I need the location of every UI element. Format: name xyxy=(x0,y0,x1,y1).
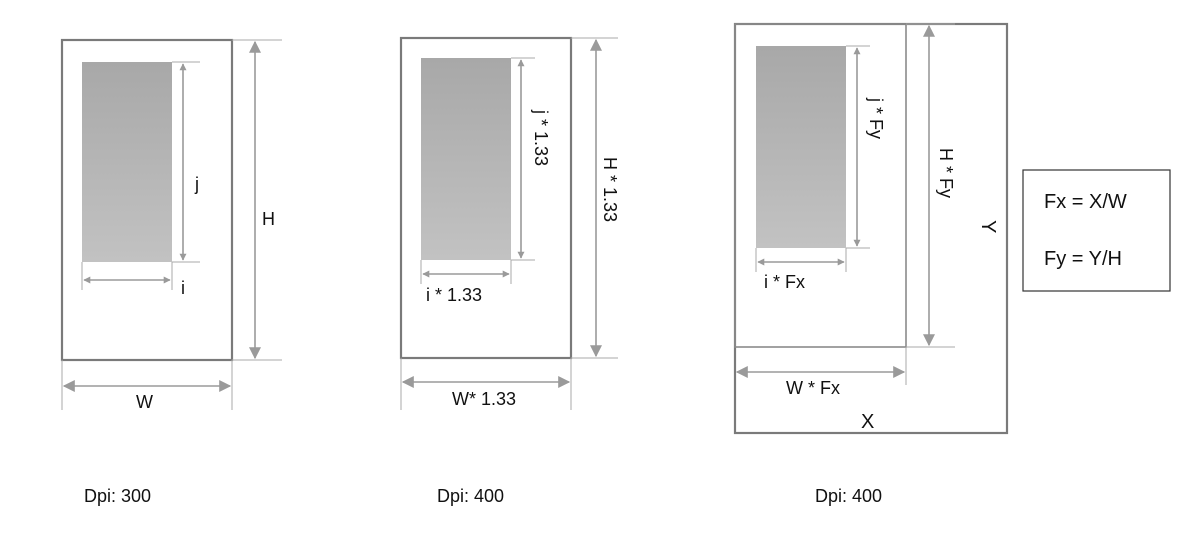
panel-dpi-400-resized: j * Fy i * Fx H * Fy W * Fx X Y Dpi: 400 xyxy=(733,22,1009,506)
fy-formula: Fy = Y/H xyxy=(1044,248,1122,270)
page-frame xyxy=(399,36,573,360)
formula-box-frame xyxy=(1022,169,1171,292)
w-label: W xyxy=(136,392,153,412)
y-label: Y xyxy=(977,220,999,233)
panel-dpi-400-scaled: j * 1.33 i * 1.33 H * 1.33 W* 1.33 Dpi: … xyxy=(399,36,620,506)
h-label: H * 1.33 xyxy=(600,157,620,222)
x-label: X xyxy=(861,411,874,433)
page-frame xyxy=(60,38,234,362)
dpi-label: Dpi: 400 xyxy=(815,486,882,506)
j-label: j * 1.33 xyxy=(531,109,551,166)
i-label: i * 1.33 xyxy=(426,285,482,305)
formula-box: Fx = X/W Fy = Y/H xyxy=(1022,169,1171,292)
i-label: i * Fx xyxy=(764,272,805,292)
dpi-label: Dpi: 400 xyxy=(437,486,504,506)
j-label: j xyxy=(194,174,199,194)
h-label: H * Fy xyxy=(936,148,956,198)
content-block xyxy=(82,62,172,262)
w-label: W* 1.33 xyxy=(452,389,516,409)
content-block xyxy=(756,46,846,248)
page-frame xyxy=(734,23,907,348)
panel-dpi-300: j i H W Dpi: 300 xyxy=(60,38,282,506)
content-block xyxy=(421,58,511,260)
dpi-label: Dpi: 300 xyxy=(84,486,151,506)
fx-formula: Fx = X/W xyxy=(1044,191,1127,213)
j-label: j * Fy xyxy=(866,97,886,139)
w-label: W * Fx xyxy=(786,378,840,398)
h-label: H xyxy=(262,209,275,229)
i-label: i xyxy=(181,278,185,298)
